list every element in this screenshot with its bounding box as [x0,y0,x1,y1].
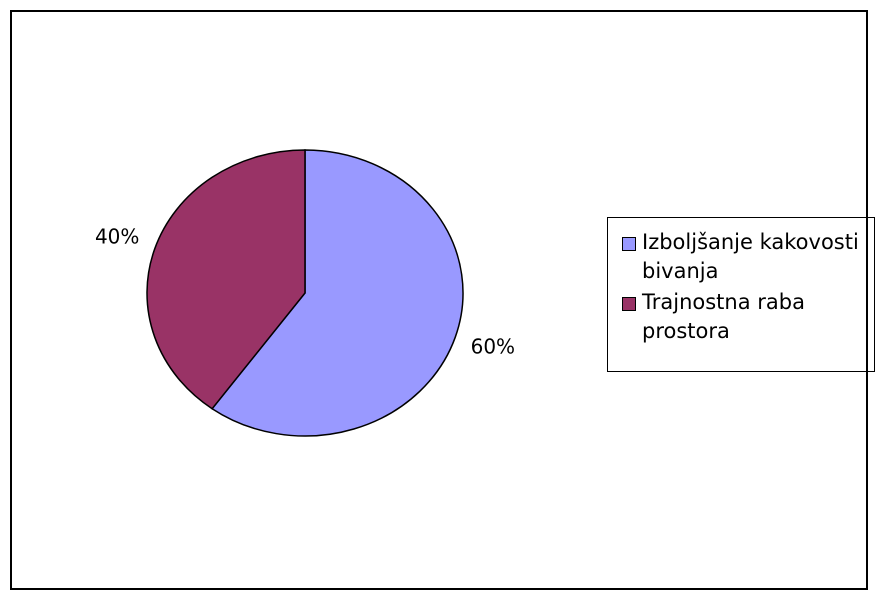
legend: Izboljšanje kakovosti bivanja Trajnostna … [607,217,875,372]
legend-label: Trajnostna raba prostora [642,290,805,343]
pie-slice [211,149,464,437]
chart: 60% 40% [95,149,515,437]
data-label: 40% [95,224,139,248]
legend-item: Izboljšanje kakovosti bivanja [622,228,868,286]
legend-swatch [622,297,636,311]
legend-swatch [622,237,636,251]
pie-slice [146,149,306,410]
data-label: 60% [471,335,515,359]
page: 60% 40% Izboljšanje kakovosti bivanja Traj… [10,10,875,590]
legend-label: Izboljšanje kakovosti bivanja [642,230,859,283]
legend-item: Trajnostna raba prostora [622,288,868,346]
